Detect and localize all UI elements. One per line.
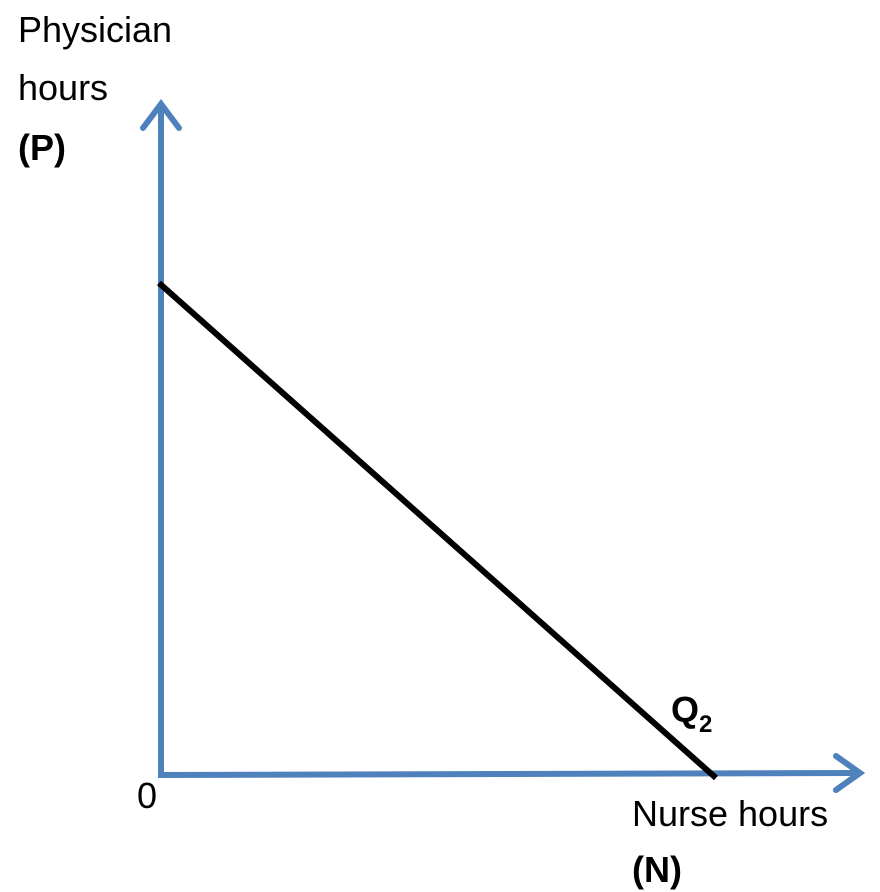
curve-label-subscript: 2	[699, 711, 712, 738]
y-axis-label: Physician	[18, 9, 172, 50]
y-axis-label: hours	[18, 67, 108, 108]
x-axis-label: Nurse hours	[632, 793, 828, 834]
x-axis-symbol: (N)	[632, 849, 682, 890]
curve-label: Q2	[671, 689, 712, 738]
isoquant	[157, 280, 718, 781]
origin-label: 0	[137, 775, 157, 816]
x-axis-arrow	[833, 753, 866, 793]
y-axis-symbol: (P)	[18, 127, 66, 168]
y-axis-arrow	[140, 99, 182, 131]
curve-label-main: Q	[671, 689, 699, 730]
x-axis	[157, 770, 859, 778]
